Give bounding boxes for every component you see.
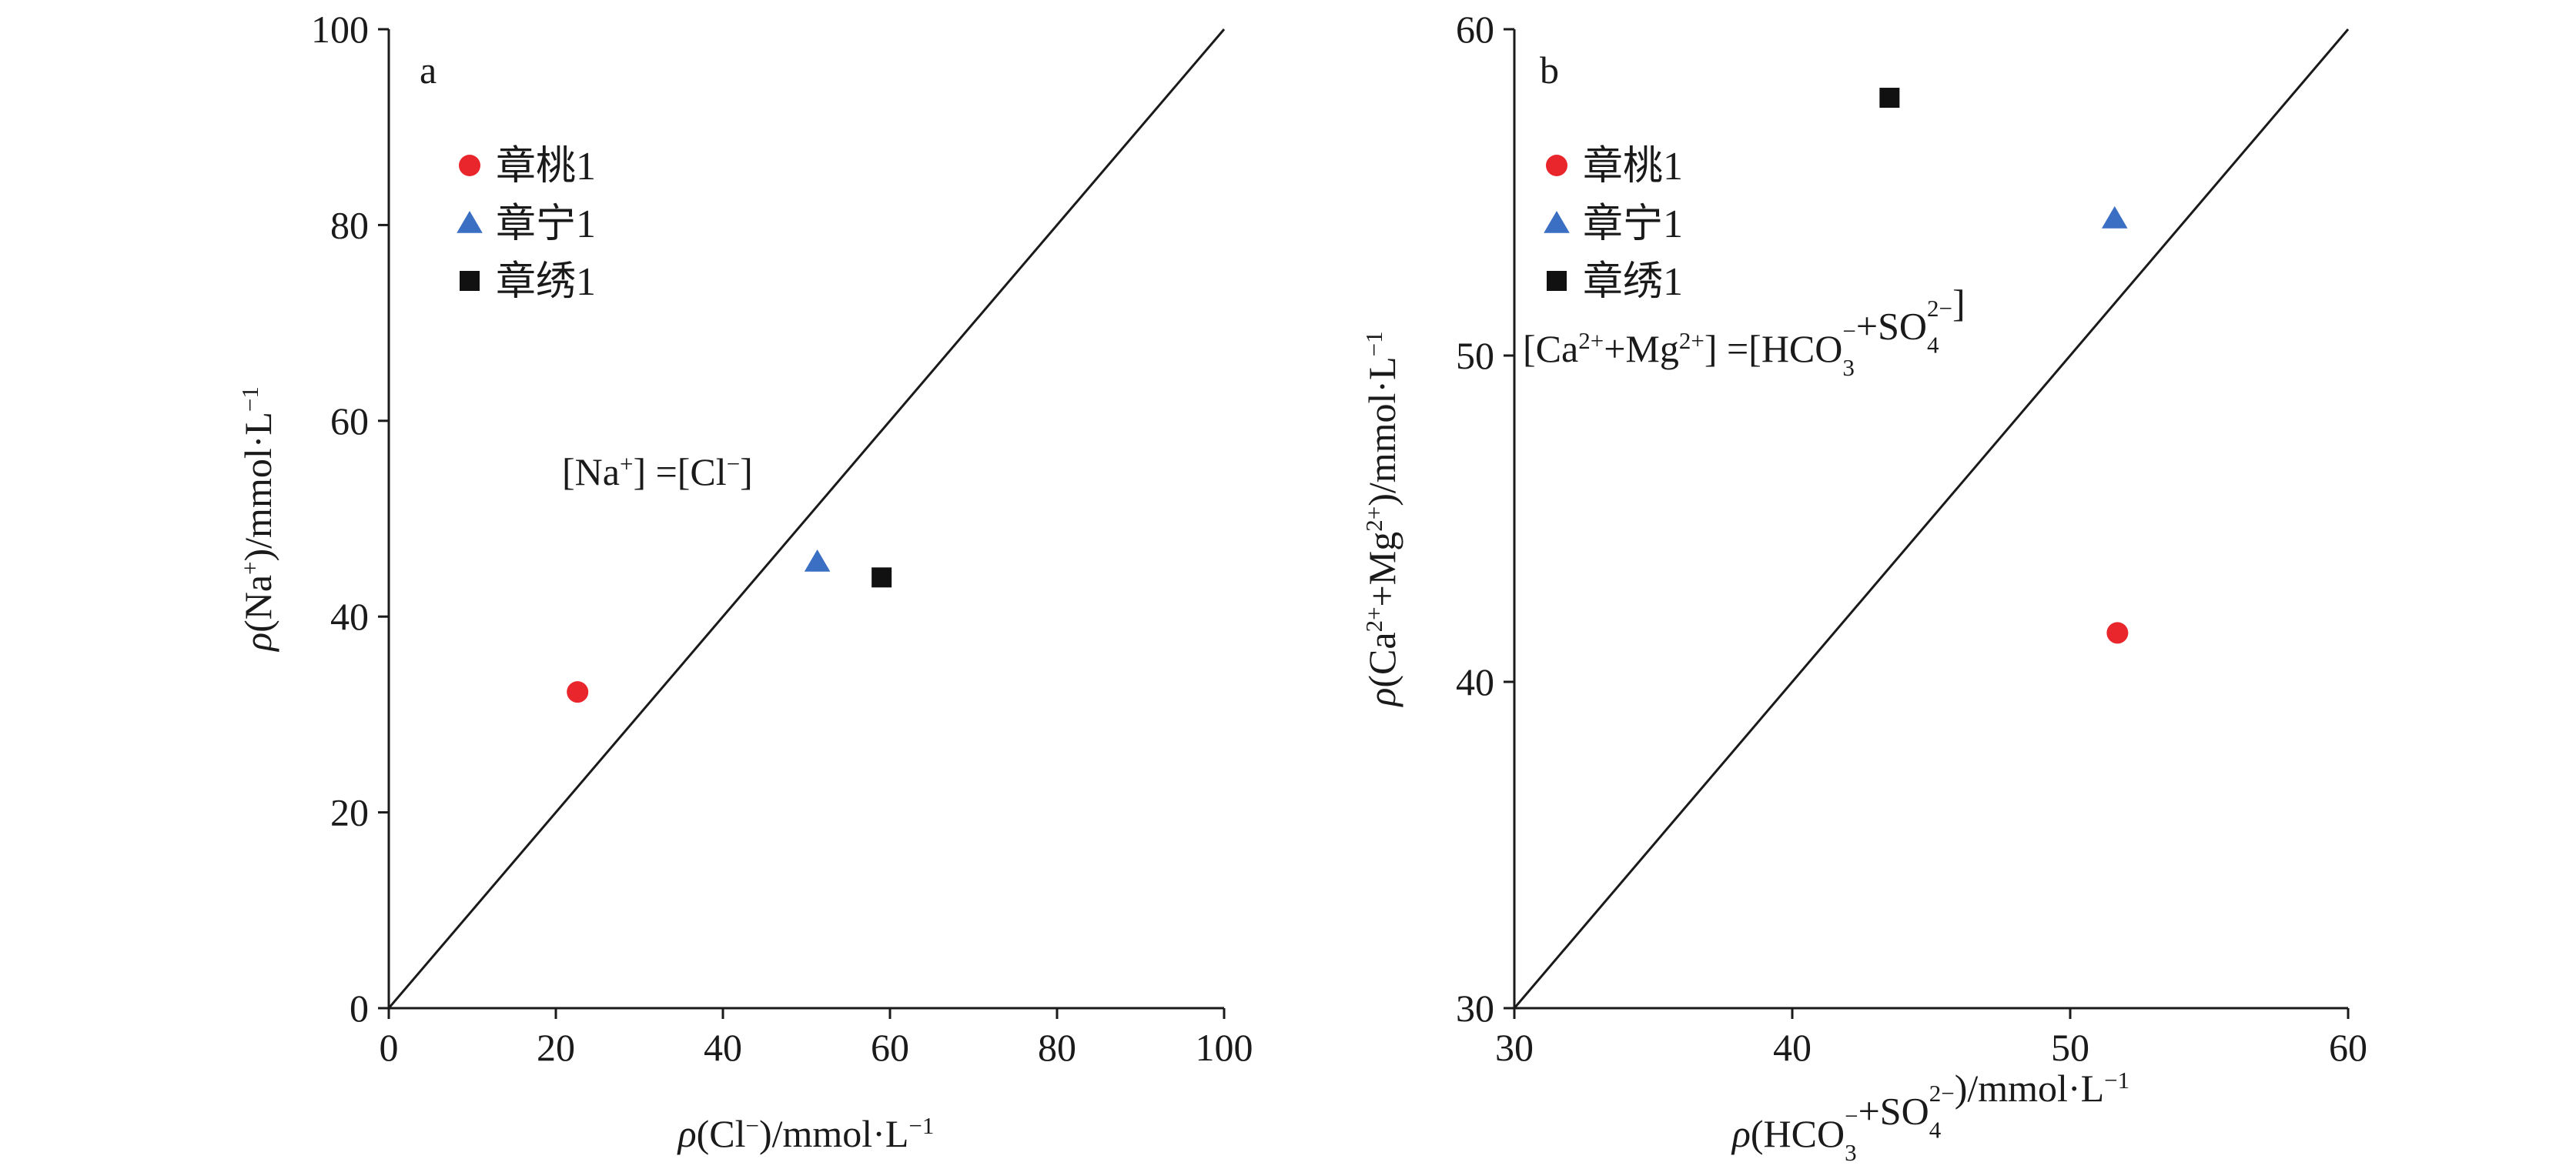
legend: 章桃1 章宁1 章绣1 — [1544, 144, 1683, 304]
x-axis-title-part: −1 — [2104, 1067, 2129, 1094]
legend-marker — [1544, 211, 1570, 233]
equality-annotation-part: 4 — [1927, 331, 1939, 358]
data-point-circle — [2106, 622, 2129, 644]
x-tick-label: 30 — [1495, 1026, 1534, 1069]
legend-marker — [459, 155, 480, 176]
data-point-square — [871, 567, 892, 588]
equality-annotation-part: [Na — [562, 450, 620, 493]
y-axis-title-part: 2+ — [1360, 606, 1387, 632]
x-axis-title-part: −1 — [908, 1112, 934, 1139]
equality-annotation-part: 2+ — [1578, 327, 1604, 354]
x-axis-title-part: − — [1845, 1103, 1858, 1130]
x-axis-title-part: (Cl — [697, 1112, 746, 1155]
y-axis-title-part: −1 — [1360, 331, 1387, 356]
data-point-triangle — [2101, 205, 2128, 229]
x-axis-title-part: (HCO — [1751, 1112, 1845, 1155]
x-tick-label: 40 — [704, 1026, 742, 1069]
x-axis-title-part: )/mmol·L — [759, 1112, 908, 1155]
y-tick-label: 20 — [330, 791, 369, 834]
equality-annotation-part: 2− — [1927, 295, 1952, 322]
y-tick-label: 50 — [1456, 334, 1494, 377]
equality-annotation-part: 2+ — [1679, 327, 1705, 354]
legend: 章桃1 章宁1 章绣1 — [457, 144, 596, 304]
y-tick-label: 80 — [330, 203, 369, 246]
x-axis-title-part: 4 — [1929, 1116, 1942, 1143]
x-tick-label: 20 — [537, 1026, 575, 1069]
legend-marker — [1547, 271, 1567, 291]
y-tick-label: 40 — [1456, 660, 1494, 703]
legend-label: 章绣1 — [1583, 259, 1683, 304]
x-axis-title-part: 2− — [1929, 1080, 1955, 1107]
equality-annotation-part: +SO — [1856, 305, 1927, 348]
reference-line — [1513, 28, 2350, 1009]
x-tick-label: 100 — [1196, 1026, 1253, 1069]
equality-annotation-part: ] =[Cl — [633, 450, 726, 493]
x-axis-title: ρ(Cl−)/mmol·L−1 — [677, 1112, 935, 1156]
y-tick-label: 0 — [350, 987, 369, 1030]
equality-annotation: [Ca2++Mg2+] =[HCO3−+SO42−] — [1523, 282, 1965, 380]
equality-annotation-part: + — [620, 450, 633, 477]
x-tick-label: 80 — [1038, 1026, 1076, 1069]
x-tick-label: 0 — [380, 1026, 399, 1069]
legend-marker — [457, 211, 483, 233]
x-axis-title-part: ρ — [677, 1112, 697, 1155]
data-point-triangle — [804, 549, 831, 572]
y-axis-title: ρ(Na+)/mmol·L−1 — [236, 386, 280, 653]
y-axis-title-part: )/mmol·L — [236, 412, 279, 561]
legend-label: 章宁1 — [496, 202, 596, 246]
data-point-square — [1879, 88, 1900, 109]
legend-label: 章绣1 — [496, 259, 596, 304]
equality-annotation-part: [Ca — [1523, 327, 1578, 370]
y-axis-title-part: ρ — [236, 633, 279, 653]
reference-line — [387, 28, 1226, 1009]
x-axis-title-part: 3 — [1845, 1139, 1857, 1166]
x-tick-label: 60 — [871, 1026, 909, 1069]
legend-marker — [460, 271, 480, 291]
legend-label: 章宁1 — [1583, 202, 1683, 246]
x-axis-title-part: )/mmol·L — [1955, 1067, 2104, 1110]
y-axis-title-part: +Mg — [1360, 532, 1403, 607]
y-axis-title-part: (Na — [236, 575, 279, 633]
y-tick-label: 40 — [330, 595, 369, 638]
equality-annotation-part: ] — [1952, 282, 1965, 325]
y-axis-title-part: −1 — [236, 386, 263, 412]
y-axis-title-part: ρ — [1360, 688, 1403, 708]
legend-label: 章桃1 — [1583, 144, 1683, 189]
data-point-circle — [567, 681, 589, 703]
y-tick-label: 60 — [1456, 8, 1494, 51]
x-tick-label: 50 — [2051, 1026, 2089, 1069]
x-axis-title-part: ρ — [1731, 1112, 1751, 1155]
y-tick-label: 60 — [330, 399, 369, 443]
equality-annotation-part: ] — [740, 450, 753, 493]
x-axis-title-part: +SO — [1858, 1090, 1929, 1133]
x-axis-title: ρ(HCO3 −+SO4 2−)/mmol·L−1 — [1731, 1067, 2129, 1165]
y-axis-title-part: 2+ — [1360, 506, 1387, 532]
y-axis-title-part: )/mmol·L — [1360, 356, 1403, 506]
legend-label: 章桃1 — [496, 144, 596, 189]
legend-marker — [1546, 155, 1567, 176]
y-tick-label: 30 — [1456, 987, 1494, 1030]
x-tick-label: 60 — [2329, 1026, 2367, 1069]
equality-annotation: [Na+] =[Cl−] — [562, 450, 753, 494]
y-tick-label: 100 — [311, 8, 369, 51]
y-axis-title-part: + — [236, 561, 263, 574]
panel-label: a — [420, 48, 437, 92]
y-axis-title-part: (Ca — [1360, 632, 1403, 687]
panel-label: b — [1540, 48, 1559, 92]
equality-annotation-part: − — [727, 450, 740, 477]
equality-annotation-part: +Mg — [1604, 327, 1679, 370]
x-axis-title-part: − — [746, 1112, 759, 1139]
equality-annotation-part: − — [1842, 318, 1855, 345]
equality-annotation-part: 3 — [1842, 354, 1855, 381]
x-tick-label: 40 — [1773, 1026, 1812, 1069]
chart-panel-a: 0 20 40 60 80 100020406080100a章桃1章宁1章绣1[Na+] … — [236, 8, 1253, 1155]
y-axis-title: ρ(Ca2++Mg2+)/mmol·L−1 — [1360, 331, 1404, 707]
equality-annotation-part: ] =[HCO — [1705, 327, 1843, 370]
